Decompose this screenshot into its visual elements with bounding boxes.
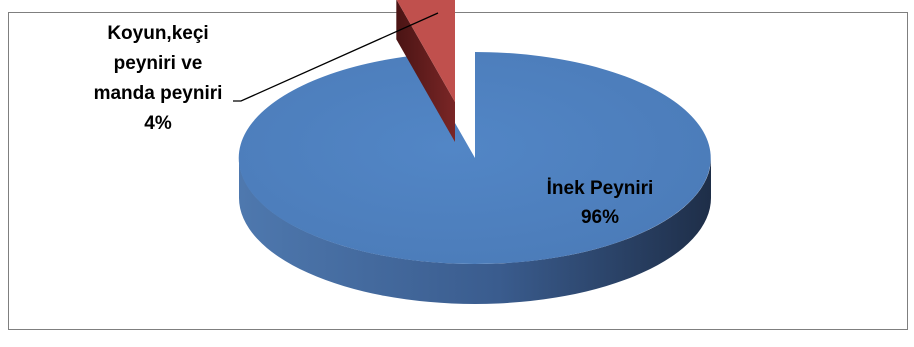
leader-line-koyun-keci <box>233 12 439 102</box>
data-label-koyun-keci-value: 4% <box>144 113 172 134</box>
slice-side-inek-peyniri <box>239 158 711 304</box>
data-label-koyun-keci-line-3: manda peyniri <box>94 83 223 104</box>
slice-side-koyun-keci <box>396 0 455 142</box>
data-label-koyun-keci-line-2: peyniri ve <box>114 53 203 74</box>
label-layer: İnek Peyniri 96% Koyun,keçi peyniri ve manda… <box>94 12 654 228</box>
slice-inek-peyniri <box>238 52 711 264</box>
data-label-koyun-keci-line-1: Koyun,keçi <box>107 23 208 44</box>
data-label-inek-peyniri-line-1: İnek Peyniri <box>547 178 654 199</box>
data-label-inek-peyniri-value: 96% <box>581 207 619 228</box>
